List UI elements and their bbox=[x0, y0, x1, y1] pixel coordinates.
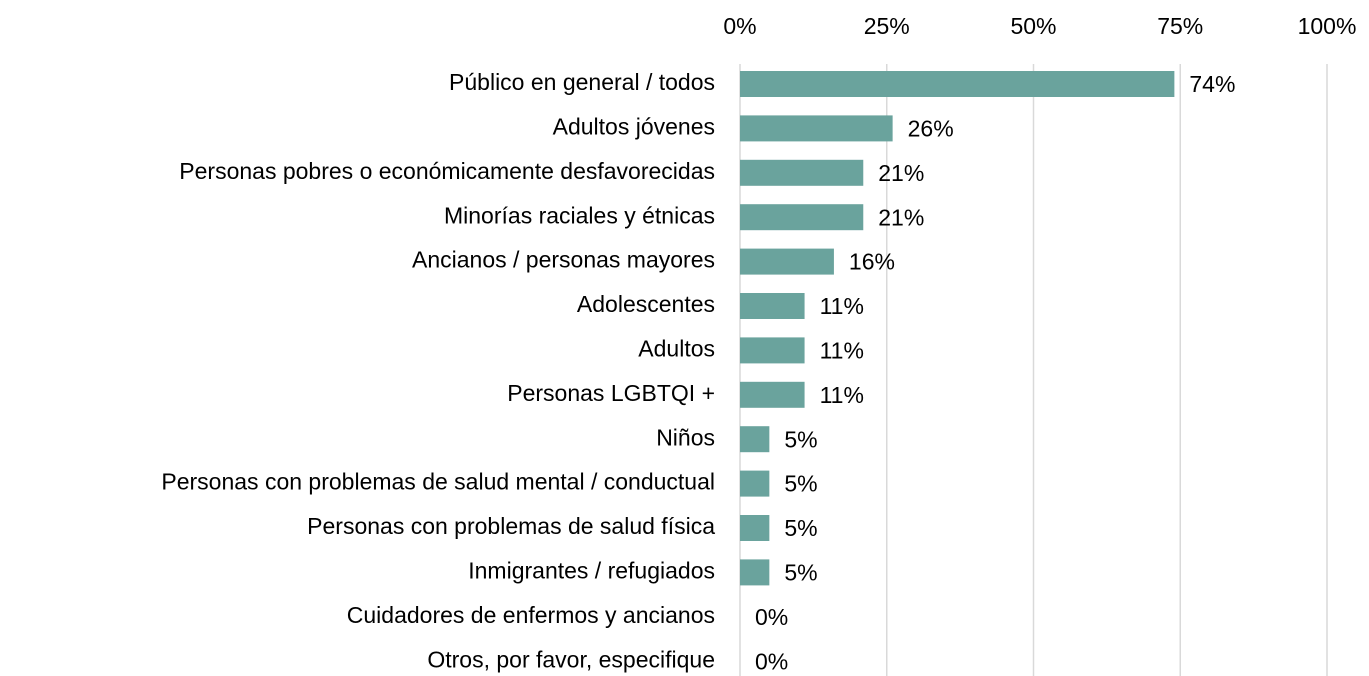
value-label: 0% bbox=[755, 604, 788, 630]
bar bbox=[740, 159, 864, 186]
value-label: 0% bbox=[755, 648, 788, 674]
bar bbox=[740, 115, 893, 142]
bar bbox=[740, 559, 770, 586]
value-label: 11% bbox=[820, 293, 864, 319]
x-tick-label: 0% bbox=[723, 13, 756, 39]
value-label: 5% bbox=[784, 471, 817, 497]
bar bbox=[740, 515, 770, 541]
category-label: Personas pobres o económicamente desfavo… bbox=[179, 158, 715, 184]
x-tick-label: 75% bbox=[1157, 13, 1203, 39]
bar bbox=[740, 337, 805, 364]
x-tick-label: 50% bbox=[1010, 13, 1056, 39]
value-label: 5% bbox=[784, 426, 817, 452]
category-label: Adultos bbox=[638, 335, 715, 361]
category-label: Cuidadores de enfermos y ancianos bbox=[347, 602, 715, 628]
category-label: Minorías raciales y étnicas bbox=[444, 202, 715, 228]
value-label: 5% bbox=[784, 515, 817, 541]
category-label: Personas LGBTQI + bbox=[507, 380, 715, 406]
bar bbox=[740, 248, 834, 275]
category-label: Inmigrantes / refugiados bbox=[468, 557, 715, 583]
bar bbox=[740, 470, 770, 497]
x-tick-label: 25% bbox=[864, 13, 910, 39]
value-label: 21% bbox=[878, 160, 924, 186]
bar bbox=[740, 204, 864, 231]
value-label: 21% bbox=[878, 204, 924, 230]
value-label: 11% bbox=[820, 382, 864, 408]
bar bbox=[740, 381, 805, 408]
category-label: Personas con problemas de salud mental /… bbox=[161, 469, 715, 495]
bar bbox=[740, 71, 1175, 97]
bar bbox=[740, 426, 770, 453]
value-label: 74% bbox=[1189, 71, 1235, 97]
x-tick-label: 100% bbox=[1298, 13, 1357, 39]
category-label: Personas con problemas de salud física bbox=[307, 513, 715, 539]
category-label: Otros, por favor, especifique bbox=[427, 646, 715, 672]
value-label: 26% bbox=[908, 115, 954, 141]
value-label: 5% bbox=[784, 559, 817, 585]
category-label: Niños bbox=[656, 424, 715, 450]
bar bbox=[740, 293, 805, 319]
category-label: Adolescentes bbox=[577, 291, 715, 317]
category-label: Adultos jóvenes bbox=[553, 113, 715, 139]
value-label: 11% bbox=[820, 337, 864, 363]
value-label: 16% bbox=[849, 249, 895, 275]
category-label: Ancianos / personas mayores bbox=[412, 247, 715, 273]
category-label: Público en general / todos bbox=[449, 69, 715, 95]
